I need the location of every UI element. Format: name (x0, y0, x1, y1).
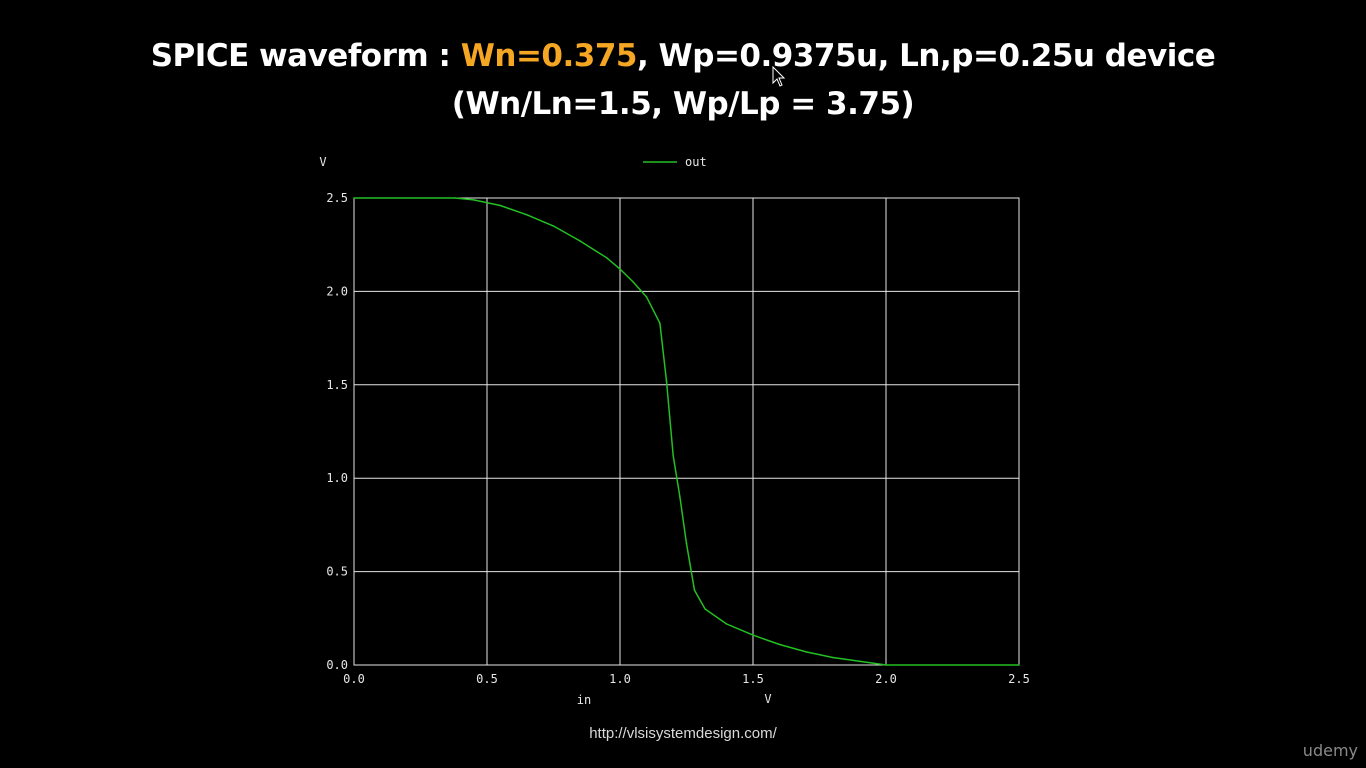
x-tick-label: 2.5 (1008, 672, 1030, 686)
data-point (472, 199, 475, 201)
x-tick-label: 0.0 (343, 672, 365, 686)
data-point (632, 281, 635, 283)
y-tick-label: 0.0 (326, 658, 348, 672)
data-point (552, 225, 555, 227)
mouse-cursor-icon (772, 66, 786, 87)
series-line-out (354, 197, 1019, 666)
x-tick-label: 1.5 (742, 672, 764, 686)
data-point (858, 660, 861, 663)
x-tick-label: 2.0 (875, 672, 897, 686)
data-point (685, 542, 688, 545)
data-point (1018, 664, 1020, 666)
data-point (693, 589, 696, 592)
y-tick-label: 1.5 (326, 378, 348, 392)
data-point (704, 608, 706, 610)
source-url: http://vlsisystemdesign.com/ (589, 725, 777, 742)
data-point (665, 380, 668, 382)
data-point (353, 197, 355, 199)
slide-title-line-2: (Wn/Ln=1.5, Wp/Lp = 3.75) (451, 86, 915, 122)
chart-legend: out (643, 155, 707, 169)
x-tick-label: 0.5 (476, 672, 498, 686)
slide-title-line-1: SPICE waveform : Wn=0.375, Wp=0.9375u, L… (0, 38, 1366, 74)
y-tick-label: 1.0 (326, 471, 348, 485)
data-point (832, 656, 834, 659)
data-point (499, 204, 502, 207)
data-point (619, 268, 621, 270)
x-axis-label: in (577, 693, 591, 707)
y-axis-unit: V (319, 155, 326, 169)
data-point (605, 256, 608, 259)
x-tick-label: 1.0 (609, 672, 631, 686)
data-point (752, 634, 754, 636)
legend-label-out: out (685, 155, 707, 169)
chart-grid (353, 197, 1020, 666)
x-axis-unit: V (764, 692, 771, 706)
data-point (725, 623, 728, 625)
data-point (679, 496, 681, 498)
udemy-watermark: udemy (1302, 741, 1358, 760)
plot-frame (353, 197, 1020, 666)
title-text-part-2: , Wp=0.9375u, Ln,p=0.25u device (636, 38, 1216, 74)
data-point (659, 322, 661, 324)
y-tick-label: 2.0 (326, 284, 348, 298)
data-point (526, 214, 528, 216)
y-tick-label: 2.5 (326, 191, 348, 205)
series-layer (353, 197, 1020, 666)
data-point (885, 664, 887, 666)
data-point (805, 651, 807, 653)
data-point (645, 296, 648, 298)
title-highlight-wn: Wn=0.375 (460, 38, 638, 74)
y-tick-label: 0.5 (326, 565, 348, 579)
data-point (454, 197, 456, 199)
tick-labels: 0.0 0.5 1.0 1.5 2.0 2.5 0.0 0.5 1.0 1.5 2.0 2.5 (326, 191, 1030, 686)
data-point (778, 643, 781, 646)
data-point (672, 454, 674, 457)
title-text-part-1: SPICE waveform : (150, 38, 461, 74)
data-point (579, 240, 581, 242)
